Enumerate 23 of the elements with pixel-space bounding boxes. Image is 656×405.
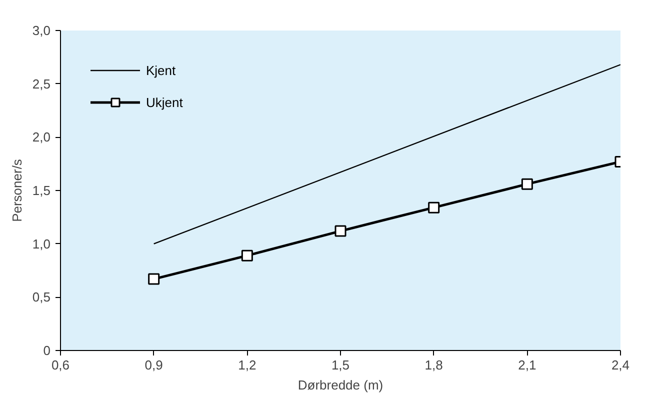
y-tick-label: 0	[43, 343, 51, 358]
y-tick-label: 2,0	[32, 130, 51, 145]
y-tick-label: 0,5	[32, 290, 51, 305]
x-axis-title: Dørbredde (m)	[298, 378, 384, 392]
y-tick-label: 1,5	[32, 183, 51, 198]
legend-label: Kjent	[146, 62, 176, 78]
point	[148, 273, 160, 285]
y-axis-title: Personer/s	[9, 158, 24, 222]
x-tick-label: 1,5	[331, 358, 350, 372]
x-tick-label: 0,6	[51, 358, 70, 372]
x-tick-label: 2,4	[611, 358, 630, 372]
y-tick-label: 1,0	[32, 236, 51, 252]
x-tick-label: 2,1	[518, 358, 536, 372]
x-tick-label: 0,9	[144, 358, 163, 372]
point	[428, 202, 440, 214]
point	[334, 225, 346, 237]
y-tick-label: 3,0	[32, 23, 51, 38]
point	[241, 250, 253, 262]
point	[521, 178, 533, 190]
y-tick-label: 2,5	[32, 76, 51, 92]
x-tick-label: 1,8	[424, 358, 443, 372]
legend-label: Ukjent	[146, 94, 183, 110]
x-tick-label: 1,2	[238, 358, 256, 372]
